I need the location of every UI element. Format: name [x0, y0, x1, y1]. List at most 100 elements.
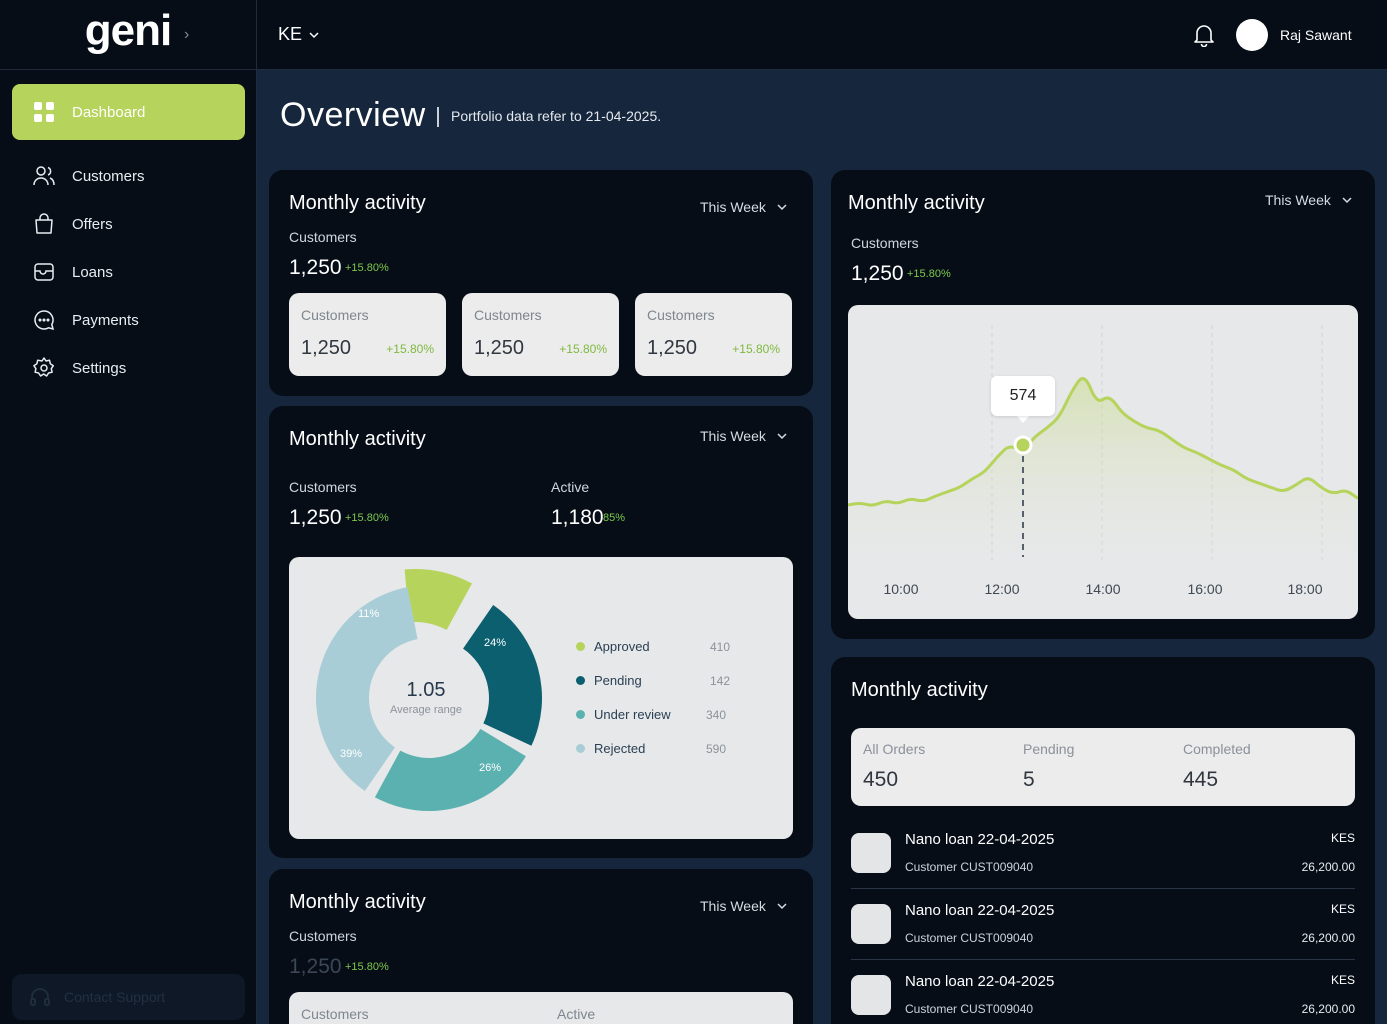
orders-value: 450	[863, 768, 899, 791]
legend-item-rejected: Rejected	[576, 741, 645, 756]
legend-dot	[576, 676, 585, 685]
period-label: This Week	[700, 428, 766, 444]
period-label: This Week	[700, 898, 766, 914]
country-label: KE	[278, 24, 303, 44]
sidebar-item-dashboard[interactable]: Dashboard	[12, 84, 245, 140]
period-dropdown[interactable]: This Week	[700, 428, 788, 444]
donut-center-value: 1.05	[406, 679, 446, 701]
sidebar-item-payments[interactable]: Payments	[0, 296, 257, 344]
series-line	[848, 377, 1358, 507]
bell-icon[interactable]	[1193, 23, 1215, 47]
stat-value: 1,250	[289, 256, 342, 279]
wallet-icon	[34, 263, 54, 281]
legend-value: 410	[710, 640, 731, 654]
legend-value: 142	[710, 674, 731, 688]
sidebar-item-customers[interactable]: Customers	[0, 152, 257, 200]
orders-value: 5	[1023, 768, 1035, 791]
contact-support-button[interactable]: Contact Support	[12, 974, 245, 1020]
chevron-down-icon	[777, 903, 787, 910]
sidebar-item-label: Payments	[72, 311, 139, 329]
legend-dot	[576, 710, 585, 719]
orders-summary: All Orders 450 Pending 5 Completed 445	[851, 728, 1355, 806]
logo: geni	[84, 5, 172, 55]
x-tick-label: 14:00	[1085, 581, 1120, 597]
panel-label: Active	[557, 1006, 596, 1022]
sidebar-item-loans[interactable]: Loans	[0, 248, 257, 296]
grid-icon	[34, 102, 54, 122]
legend-label: Pending	[594, 673, 642, 688]
stat-tile: Customers 1,250 +15.80%	[289, 293, 446, 376]
chevron-down-icon	[777, 204, 787, 211]
avatar[interactable]	[1236, 19, 1268, 51]
period-label: This Week	[700, 199, 766, 215]
gear-icon	[33, 357, 55, 377]
donut-pct-label: 26%	[479, 762, 502, 774]
orders-label: All Orders	[863, 741, 926, 757]
stat-label: Customers	[851, 235, 919, 251]
legend-item-under-review: Under review	[576, 707, 671, 722]
loan-thumbnail	[851, 833, 891, 873]
tile-change: +15.80%	[386, 342, 434, 356]
legend-label: Rejected	[594, 741, 646, 756]
period-dropdown[interactable]: This Week	[700, 898, 788, 914]
sidebar-item-settings[interactable]: Settings	[0, 344, 257, 392]
loan-currency: KES	[1330, 902, 1355, 916]
country-selector[interactable]: KE	[278, 24, 320, 45]
donut-chart	[316, 569, 542, 811]
x-tick-label: 16:00	[1187, 581, 1222, 597]
legend-label: Approved	[594, 639, 650, 654]
legend-dot	[576, 642, 585, 651]
panel-label: Customers	[301, 1006, 369, 1022]
donut-pct-label: 24%	[484, 637, 507, 649]
legend-value: 590	[706, 742, 727, 756]
tile-label: Customers	[474, 307, 542, 323]
stat-label: Active	[551, 479, 590, 495]
loan-title: Nano loan 22-04-2025	[905, 902, 1055, 919]
legend-dot	[576, 744, 585, 753]
period-dropdown[interactable]: This Week	[1265, 192, 1353, 208]
loan-amount: 26,200.00	[1301, 860, 1355, 874]
headset-icon	[30, 988, 50, 1006]
title-divider	[437, 107, 439, 127]
stat-change: +15.80%	[345, 262, 389, 274]
chart-tooltip: 574	[991, 376, 1055, 416]
loan-customer: Customer CUST009040	[905, 1002, 1034, 1016]
monthly-activity-card-1: Monthly activity This Week Customers 1,2…	[269, 170, 813, 396]
tile-value: 1,250	[647, 337, 698, 359]
loan-customer: Customer CUST009040	[905, 860, 1034, 874]
area-chart: 10:00 12:00 14:00 16:00 18:00	[848, 325, 1358, 597]
page-subtitle: Portfolio data refer to 21-04-2025.	[451, 108, 662, 124]
highlight-point[interactable]	[1013, 435, 1033, 455]
loan-thumbnail	[851, 975, 891, 1015]
card-title: Monthly activity	[289, 192, 426, 214]
chevron-down-icon	[1342, 197, 1352, 204]
donut-segment	[316, 587, 418, 792]
stat-change: 85%	[603, 512, 626, 524]
user-name[interactable]: Raj Sawant	[1280, 27, 1352, 43]
stat-value: 1,250	[289, 955, 342, 978]
tile-value: 1,250	[474, 337, 525, 359]
sidebar: geni › Dashboard Customers Offers Loans …	[0, 0, 257, 1024]
stat-label: Customers	[289, 229, 357, 245]
donut-pct-label: 11%	[358, 608, 380, 620]
area-fill	[848, 378, 1358, 585]
tile-value: 1,250	[301, 337, 352, 359]
sidebar-nav: Customers Offers Loans Payments Settings	[0, 152, 257, 392]
stats-panel: Customers Active	[289, 992, 793, 1024]
stat-value: 1,180	[551, 506, 604, 529]
sidebar-item-offers[interactable]: Offers	[0, 200, 257, 248]
sidebar-item-label: Loans	[72, 263, 113, 281]
sidebar-item-label: Customers	[72, 167, 145, 185]
tile-change: +15.80%	[559, 342, 607, 356]
sidebar-item-label: Offers	[72, 215, 113, 233]
orders-card: Monthly activity All Orders 450 Pending …	[831, 657, 1375, 1024]
period-dropdown[interactable]: This Week	[700, 199, 788, 215]
chevron-right-icon[interactable]: ›	[184, 26, 190, 43]
monthly-activity-card-3: Monthly activity This Week Customers 1,2…	[269, 869, 813, 1024]
card-title: Monthly activity	[848, 192, 985, 214]
orders-label: Completed	[1183, 741, 1251, 757]
legend-label: Under review	[594, 707, 671, 722]
legend-item-pending: Pending	[576, 673, 642, 688]
logo-row: geni ›	[0, 0, 256, 70]
loan-title: Nano loan 22-04-2025	[905, 973, 1055, 990]
